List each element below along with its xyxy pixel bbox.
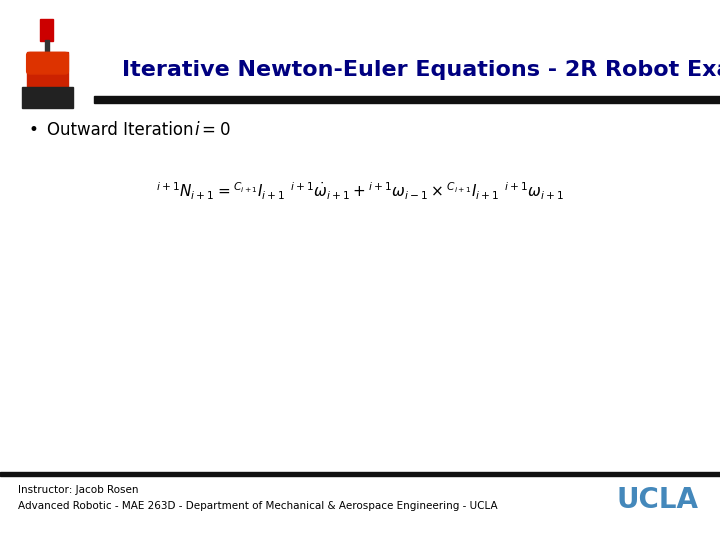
Bar xyxy=(40,19,53,40)
Text: ${}^{i+1}N_{i+1} = {}^{C_{i+1}}I_{i+1}\ {}^{i+1}\dot{\omega}_{i+1}+ {}^{i+1}\ome: ${}^{i+1}N_{i+1} = {}^{C_{i+1}}I_{i+1}\ … xyxy=(156,181,564,202)
Text: Iterative Newton-Euler Equations - 2R Robot Example: Iterative Newton-Euler Equations - 2R Ro… xyxy=(122,60,720,80)
Text: UCLA: UCLA xyxy=(616,486,698,514)
Text: $i=0$: $i=0$ xyxy=(194,120,231,139)
Text: Advanced Robotic - MAE 263D - Department of Mechanical & Aerospace Engineering -: Advanced Robotic - MAE 263D - Department… xyxy=(18,501,498,511)
FancyBboxPatch shape xyxy=(27,52,68,74)
Bar xyxy=(22,87,73,108)
Bar xyxy=(27,52,68,89)
Bar xyxy=(45,40,49,54)
Text: •: • xyxy=(29,120,39,139)
Bar xyxy=(0,472,720,476)
Text: Instructor: Jacob Rosen: Instructor: Jacob Rosen xyxy=(18,485,138,495)
Text: Outward Iteration: Outward Iteration xyxy=(47,120,193,139)
Bar xyxy=(94,96,720,103)
